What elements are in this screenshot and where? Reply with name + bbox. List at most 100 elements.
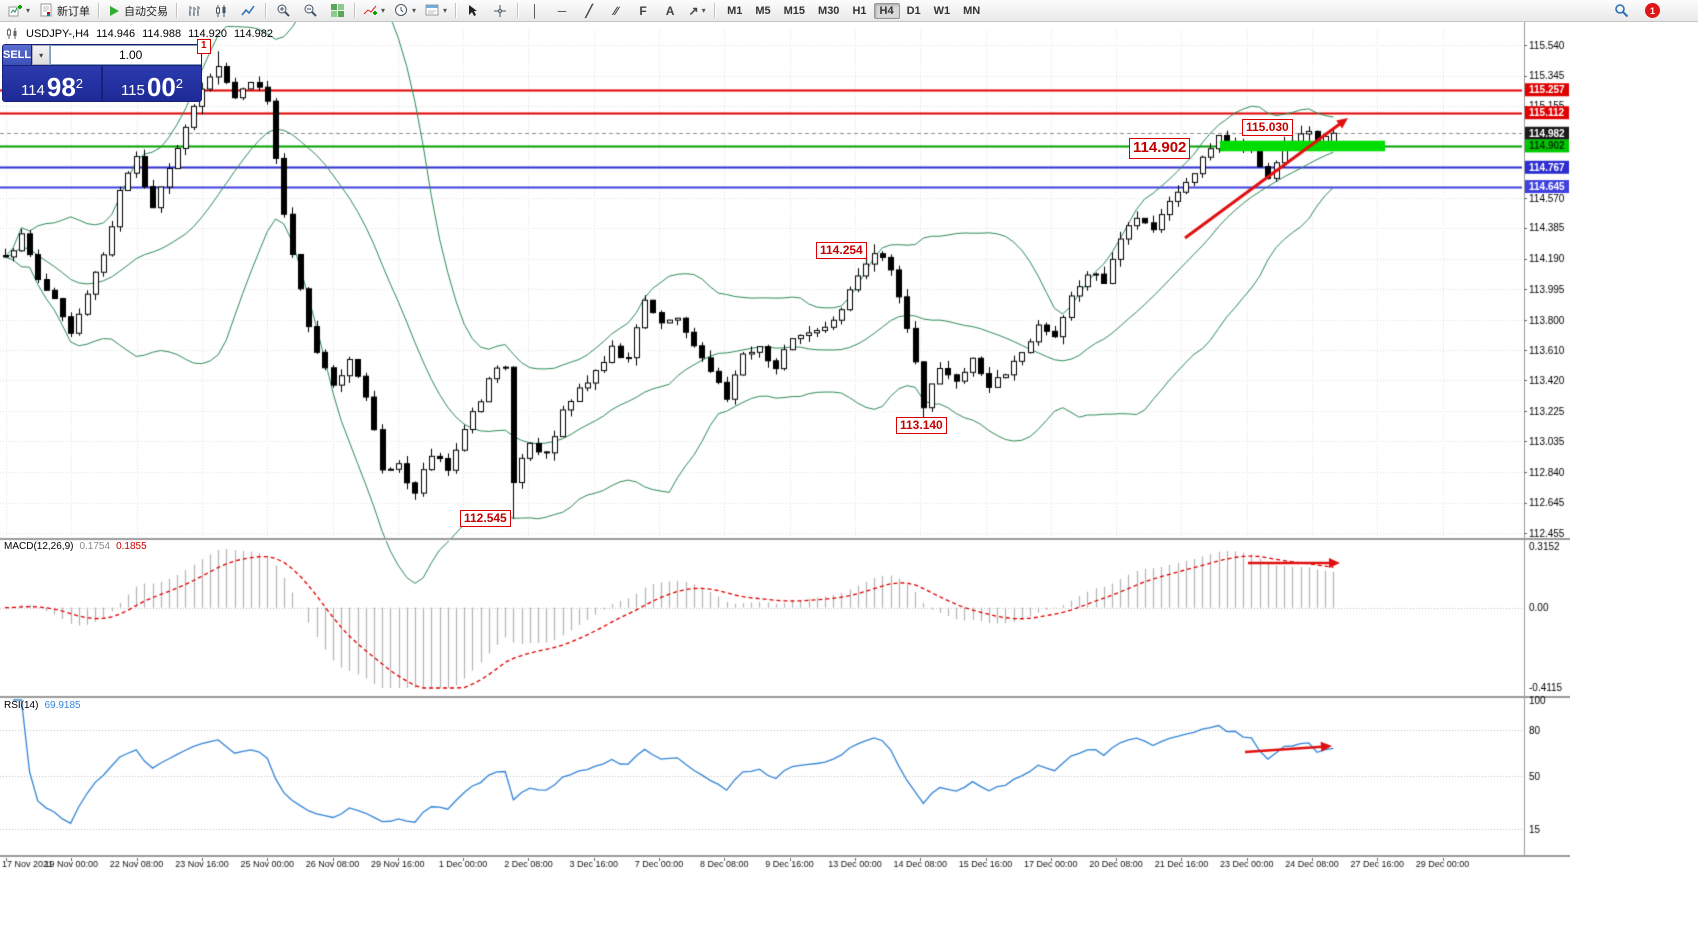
rsi-name: RSI(14): [4, 700, 39, 711]
toolbar-divider: [714, 3, 716, 18]
chevron-down-icon: ▾: [412, 5, 417, 15]
tile-windows-button[interactable]: [324, 1, 350, 21]
chart-icon: [7, 28, 17, 39]
chart-annotation-113.140[interactable]: 113.140: [896, 417, 947, 434]
high-value: 114.988: [142, 27, 182, 40]
macd-indicator-label: MACD(12,26,9) 0.1754 0.1855: [4, 541, 147, 552]
new-order-label: 新订单: [57, 5, 91, 18]
indicators-button[interactable]: ▾: [359, 1, 389, 21]
zoom-in-icon: [277, 4, 290, 17]
macd-signal-value: 0.1855: [116, 541, 147, 552]
toolbar-divider: [265, 3, 267, 18]
toolbar-divider: [176, 3, 178, 18]
chart-canvas[interactable]: [0, 22, 1570, 942]
sell-price-pips: 98: [46, 71, 76, 102]
cursor-button[interactable]: [460, 1, 486, 21]
timeframe-button-m1[interactable]: M1: [727, 4, 743, 17]
volume-input[interactable]: [50, 45, 201, 65]
trendline-icon: ╱: [585, 3, 593, 18]
toolbar-divider: [98, 3, 100, 18]
autotrading-play-icon: [110, 5, 120, 16]
autotrading-button[interactable]: 自动交易: [103, 1, 172, 21]
periods-button[interactable]: ▾: [390, 1, 420, 21]
template-icon: [425, 4, 439, 16]
timeframe-button-m30[interactable]: M30: [818, 4, 840, 17]
line-chart-icon: [241, 5, 255, 15]
buy-price-frac: 2: [175, 76, 184, 91]
buy-price-pips: 00: [146, 71, 176, 102]
timeframe-button-mn[interactable]: MN: [963, 4, 981, 17]
symbol-period-label: USDJPY-,H4: [26, 27, 90, 40]
draw-vline-button[interactable]: │: [522, 1, 548, 21]
zoom-in-button[interactable]: [270, 1, 296, 21]
cursor-icon: [469, 4, 478, 16]
chart-annotation-114.902[interactable]: 114.902: [1129, 138, 1191, 159]
indicators-icon: [363, 5, 378, 15]
arrow-tool-icon: ↗: [688, 3, 699, 18]
bar-chart-icon: [189, 5, 201, 16]
chart-candles-button[interactable]: [208, 1, 234, 21]
clock-icon: [395, 4, 408, 16]
sell-price-main: 114: [20, 81, 45, 99]
draw-arrows-button[interactable]: ↗ ▾: [684, 1, 710, 21]
zoom-out-icon: [304, 4, 317, 17]
one-click-top-row: SELL ▾ ▴ BUY: [3, 45, 201, 65]
vertical-line-icon: │: [531, 3, 539, 18]
timeframe-button-d1[interactable]: D1: [906, 4, 921, 17]
chart-bars-button[interactable]: [181, 1, 207, 21]
new-chart-button[interactable]: ▾: [4, 1, 34, 21]
toolbar-divider: [354, 3, 356, 18]
draw-trendline-button[interactable]: ╱: [576, 1, 602, 21]
timeframe-button-h1[interactable]: H1: [852, 4, 867, 17]
candlestick-chart-icon: [216, 4, 226, 17]
draw-fibonacci-button[interactable]: F: [630, 1, 656, 21]
sell-price-display[interactable]: 114 98 2: [3, 66, 101, 101]
timeframe-button-w1[interactable]: W1: [933, 4, 951, 17]
notification-badge[interactable]: 1: [1645, 3, 1660, 18]
toolbar-divider: [455, 3, 457, 18]
chart-annotation-115.030[interactable]: 115.030: [1242, 119, 1293, 136]
new-order-button[interactable]: 新订单: [35, 1, 94, 21]
crosshair-button[interactable]: [487, 1, 513, 21]
search-button[interactable]: [1608, 1, 1634, 21]
text-tool-icon: A: [665, 3, 675, 18]
draw-channel-button[interactable]: ∕∕: [603, 1, 629, 21]
zoom-out-button[interactable]: [297, 1, 323, 21]
volume-decrease-button[interactable]: ▾: [32, 45, 51, 65]
macd-main-value: 0.1754: [79, 541, 111, 552]
rsi-indicator-label: RSI(14) 69.9185: [4, 700, 81, 711]
toolbar-divider: [517, 3, 519, 18]
sell-button[interactable]: SELL: [3, 45, 32, 65]
timeframe-button-h4[interactable]: H4: [873, 2, 900, 19]
low-value: 114.920: [188, 27, 228, 40]
sell-price-frac: 2: [75, 76, 84, 91]
macd-name: MACD(12,26,9): [4, 541, 74, 552]
draw-text-button[interactable]: A: [657, 1, 683, 21]
chevron-down-icon: ▾: [701, 5, 706, 15]
draw-hline-button[interactable]: ─: [549, 1, 575, 21]
volume-stepper: ▾ ▴: [32, 45, 201, 65]
timeframe-group: M1 M5 M15 M30 H1 H4 D1 W1 MN: [721, 2, 986, 19]
chart-ohlc-header: USDJPY-,H4 114.946 114.988 114.920 114.9…: [6, 27, 273, 40]
chevron-down-icon: ▾: [26, 5, 31, 15]
chart-annotation-1[interactable]: 1: [197, 39, 211, 54]
templates-button[interactable]: ▾: [421, 1, 451, 21]
chevron-down-icon: ▾: [443, 5, 448, 15]
chart-annotation-114.254[interactable]: 114.254: [816, 242, 867, 259]
main-toolbar: ▾ 新订单 自动交易: [0, 0, 1698, 22]
crosshair-icon: [494, 4, 507, 17]
chart-annotation-112.545[interactable]: 112.545: [460, 510, 511, 527]
tile-windows-icon: [330, 4, 344, 17]
buy-price-display[interactable]: 115 00 2: [103, 66, 201, 101]
timeframe-button-m15[interactable]: M15: [783, 4, 806, 17]
one-click-price-row: 114 98 2 115 00 2: [3, 66, 201, 101]
horizontal-line-icon: ─: [557, 3, 567, 18]
search-icon: [1614, 4, 1628, 18]
timeframe-button-m5[interactable]: M5: [755, 4, 771, 17]
new-chart-icon: [8, 5, 22, 17]
buy-price-main: 115: [120, 81, 145, 99]
chart-line-button[interactable]: [235, 1, 261, 21]
autotrading-label: 自动交易: [124, 5, 169, 18]
